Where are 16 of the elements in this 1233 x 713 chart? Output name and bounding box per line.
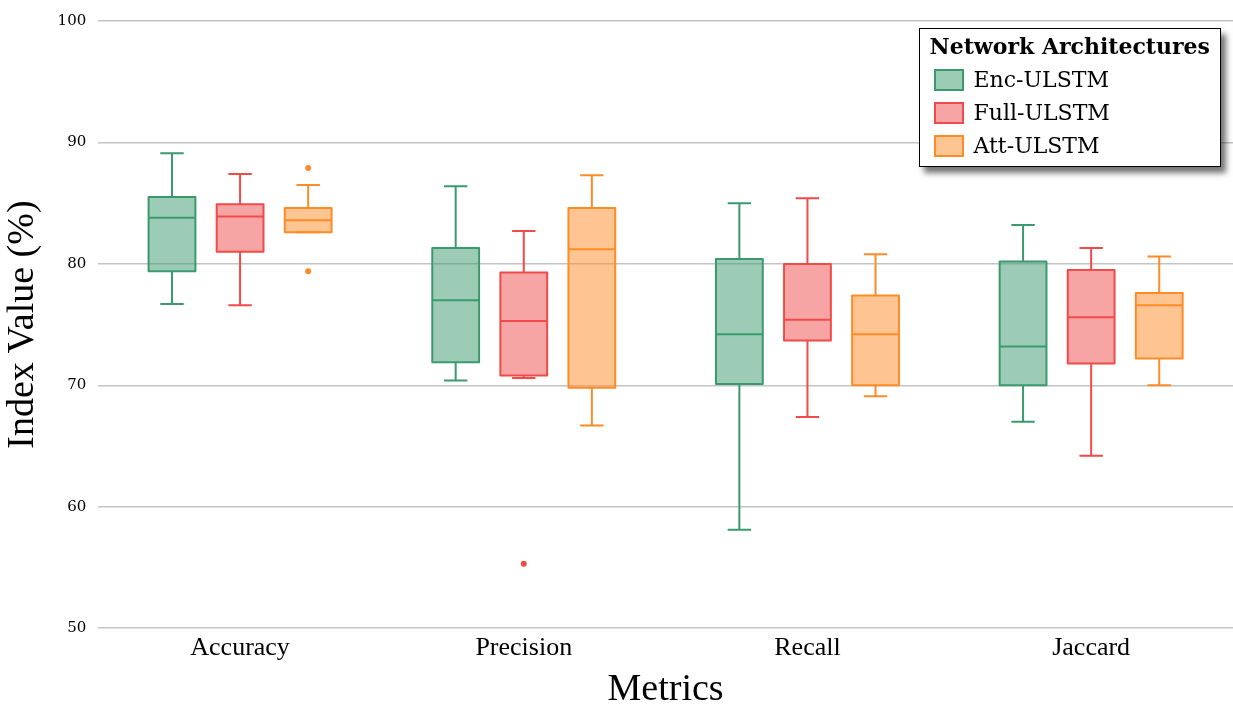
legend-label: Enc-ULSTM xyxy=(973,67,1109,92)
legend-label: Full-ULSTM xyxy=(973,100,1110,125)
y-tick-label: 80 xyxy=(67,253,87,272)
y-tick-label: 50 xyxy=(67,618,87,637)
x-tick-label: Accuracy xyxy=(190,631,290,661)
y-tick-label: 100 xyxy=(57,10,87,29)
y-axis-title: Index Value (%) xyxy=(0,200,42,449)
legend-title: Network Architectures xyxy=(929,33,1210,59)
legend-label: Att-ULSTM xyxy=(973,133,1100,158)
y-tick-label: 90 xyxy=(67,132,87,151)
x-tick-label: Jaccard xyxy=(1052,631,1131,661)
y-tick-label: 70 xyxy=(67,375,87,394)
x-tick-label: Precision xyxy=(475,631,573,661)
y-tick-label: 60 xyxy=(67,496,87,515)
x-tick-label: Recall xyxy=(774,631,841,661)
x-axis-title: Metrics xyxy=(607,666,724,709)
